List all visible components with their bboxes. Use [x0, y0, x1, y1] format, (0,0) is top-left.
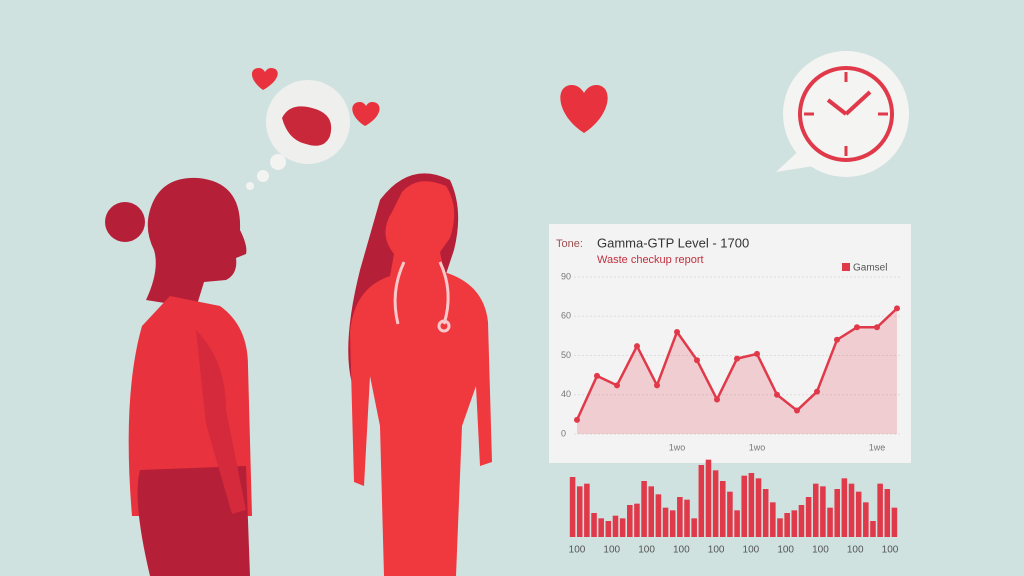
bar — [748, 473, 755, 537]
x-tick-label: 100 — [743, 545, 760, 556]
x-tick-label: 1we — [869, 442, 886, 452]
chart-title: Gamma-GTP Level - 1700 — [597, 235, 749, 250]
bar — [691, 518, 697, 537]
bar — [791, 510, 798, 537]
bar — [655, 494, 662, 537]
point — [634, 343, 640, 350]
chart-subtitle: Waste checkup report — [597, 254, 704, 266]
thought-bubble — [246, 80, 350, 190]
bar — [627, 505, 633, 537]
bar — [591, 513, 597, 537]
bar — [698, 465, 705, 537]
bar — [712, 470, 719, 537]
bar — [648, 486, 655, 537]
bar — [863, 502, 869, 537]
bar — [605, 521, 612, 537]
point — [574, 416, 580, 423]
clock — [776, 51, 909, 177]
legend-label: Gamsel — [853, 263, 887, 274]
bar — [855, 491, 862, 537]
bar — [669, 510, 676, 537]
point — [794, 407, 800, 414]
bar — [612, 515, 619, 537]
y-tick-label: 40 — [561, 389, 571, 399]
bar — [719, 481, 726, 537]
point — [834, 336, 840, 343]
bar — [662, 507, 669, 537]
chart-prefix: Tone: — [556, 238, 583, 250]
x-tick-label: 100 — [673, 545, 690, 556]
y-tick-label: 50 — [561, 350, 571, 360]
x-tick-label: 100 — [603, 545, 620, 556]
bar — [727, 491, 733, 537]
y-tick-label: 90 — [561, 271, 571, 281]
point — [614, 382, 620, 389]
bar — [576, 486, 583, 537]
bar — [569, 477, 576, 537]
point — [734, 355, 740, 362]
x-tick-label: 100 — [882, 545, 899, 556]
y-tick-label: 60 — [561, 311, 571, 321]
bar — [820, 486, 826, 537]
bar — [641, 481, 647, 537]
x-tick-label: 1wo — [669, 442, 686, 452]
point — [714, 396, 720, 403]
legend-swatch — [842, 263, 850, 271]
x-tick-label: 100 — [569, 545, 586, 556]
x-tick-label: 100 — [638, 545, 655, 556]
bar — [812, 483, 819, 537]
point — [654, 382, 660, 389]
bar — [805, 497, 812, 537]
bar — [705, 459, 712, 537]
bar — [677, 497, 683, 537]
bar — [619, 518, 626, 537]
x-tick-label: 100 — [708, 545, 725, 556]
x-tick-label: 100 — [847, 545, 864, 556]
bar — [784, 513, 790, 537]
point — [694, 357, 700, 364]
bar — [770, 502, 776, 537]
bar — [741, 475, 748, 537]
y-tick-label: 0 — [561, 428, 566, 438]
bar — [584, 483, 590, 537]
x-tick-label: 1wo — [749, 442, 766, 452]
point — [594, 372, 600, 379]
bar — [684, 499, 690, 537]
x-tick-label: 100 — [812, 545, 829, 556]
bar — [891, 507, 898, 537]
bar — [827, 507, 833, 537]
area-fill — [577, 308, 897, 434]
point — [674, 328, 680, 335]
x-tick-label: 100 — [777, 545, 794, 556]
bar — [848, 483, 855, 537]
bar — [870, 521, 876, 537]
bar — [598, 518, 604, 537]
bar — [834, 489, 840, 537]
bar — [755, 478, 762, 537]
bar — [734, 510, 740, 537]
point — [754, 350, 760, 357]
hearts — [251, 68, 608, 133]
point — [814, 388, 820, 395]
bar — [877, 483, 883, 537]
chart-panel — [549, 224, 911, 463]
bar — [762, 489, 769, 537]
point — [874, 324, 880, 331]
bar — [634, 503, 640, 537]
point — [774, 391, 780, 398]
bar — [798, 505, 805, 537]
bar — [884, 489, 891, 537]
center-person — [348, 173, 492, 576]
bar — [777, 518, 783, 537]
point — [894, 305, 900, 312]
bar — [841, 478, 848, 537]
left-person — [105, 177, 252, 576]
point — [854, 324, 860, 331]
